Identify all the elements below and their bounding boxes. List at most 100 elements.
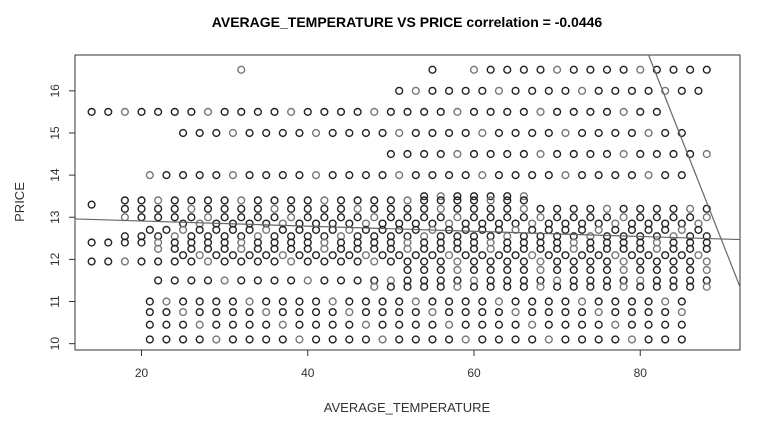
data-point xyxy=(486,265,495,275)
data-point xyxy=(411,171,420,180)
data-point xyxy=(262,251,271,260)
data-point xyxy=(137,196,146,205)
data-point xyxy=(361,297,371,306)
data-point xyxy=(228,307,238,317)
data-point xyxy=(420,257,429,266)
data-point xyxy=(569,282,578,291)
data-point xyxy=(320,107,329,116)
data-point xyxy=(469,192,479,201)
data-point xyxy=(544,335,553,344)
x-axis: 20 40 60 80 xyxy=(135,350,647,380)
x-tick-label: 60 xyxy=(467,366,481,380)
data-points xyxy=(87,65,711,344)
data-point xyxy=(87,257,96,266)
data-point xyxy=(553,265,562,275)
fit-lines xyxy=(74,54,741,288)
data-point xyxy=(619,213,628,222)
data-point xyxy=(478,307,487,317)
data-point xyxy=(178,335,188,344)
data-point xyxy=(644,86,653,95)
data-point xyxy=(644,297,653,306)
data-point xyxy=(328,297,337,306)
data-point xyxy=(569,265,578,275)
data-point xyxy=(586,244,595,253)
data-point xyxy=(511,225,520,234)
data-point xyxy=(428,307,437,317)
data-point xyxy=(602,244,612,253)
data-point xyxy=(594,86,603,95)
data-point xyxy=(627,335,637,344)
data-point xyxy=(644,335,653,344)
data-point xyxy=(336,244,346,253)
data-point xyxy=(195,335,204,344)
data-point xyxy=(553,204,562,213)
data-point xyxy=(677,128,686,138)
data-point xyxy=(627,225,637,234)
data-point xyxy=(395,171,404,180)
data-point xyxy=(686,65,695,74)
data-point xyxy=(270,276,279,285)
data-point xyxy=(328,251,337,260)
data-point xyxy=(328,307,337,317)
data-point xyxy=(669,213,678,222)
data-point xyxy=(594,225,603,234)
data-point xyxy=(561,297,570,306)
data-point xyxy=(536,257,545,266)
data-point xyxy=(120,238,129,247)
data-point xyxy=(145,320,154,329)
data-point xyxy=(311,307,321,317)
data-point xyxy=(245,128,254,138)
data-point xyxy=(420,282,429,291)
data-point xyxy=(494,128,504,138)
data-point xyxy=(228,251,238,260)
data-point xyxy=(461,307,470,317)
data-point xyxy=(386,257,395,266)
data-point xyxy=(395,335,404,344)
data-point xyxy=(594,335,603,344)
data-point xyxy=(577,86,587,95)
data-point xyxy=(262,225,271,234)
data-point xyxy=(178,251,188,260)
data-point xyxy=(420,196,429,205)
data-point xyxy=(353,244,362,253)
data-point xyxy=(278,320,287,329)
data-point xyxy=(170,204,179,213)
y-tick-label: 13 xyxy=(48,210,62,224)
data-point xyxy=(203,244,213,253)
data-point xyxy=(428,335,437,344)
data-point xyxy=(353,257,362,266)
data-point xyxy=(561,251,570,260)
data-point xyxy=(203,213,213,222)
data-point xyxy=(602,107,612,116)
data-point xyxy=(253,257,262,266)
data-point xyxy=(237,244,246,253)
data-point xyxy=(378,251,387,260)
data-point xyxy=(137,238,146,247)
data-point xyxy=(104,257,113,266)
data-point xyxy=(328,171,337,180)
data-point xyxy=(303,196,312,205)
data-point xyxy=(503,107,512,116)
data-point xyxy=(478,86,487,95)
data-point xyxy=(328,128,337,138)
data-point xyxy=(461,225,470,234)
data-point xyxy=(444,251,454,260)
data-point xyxy=(611,335,620,344)
data-point xyxy=(636,282,645,291)
data-point xyxy=(561,86,570,95)
data-point xyxy=(669,282,678,291)
data-point xyxy=(519,65,528,74)
plot-area-frame xyxy=(74,54,741,351)
data-point xyxy=(694,251,703,260)
data-point xyxy=(220,257,229,266)
data-point xyxy=(295,171,304,180)
data-point xyxy=(262,128,271,138)
data-point xyxy=(661,297,670,306)
x-tick-label: 40 xyxy=(301,366,315,380)
data-point xyxy=(361,307,371,317)
data-point xyxy=(511,320,520,329)
data-point xyxy=(444,128,454,138)
data-point xyxy=(403,257,412,266)
data-point xyxy=(702,282,711,291)
data-point xyxy=(178,307,188,317)
